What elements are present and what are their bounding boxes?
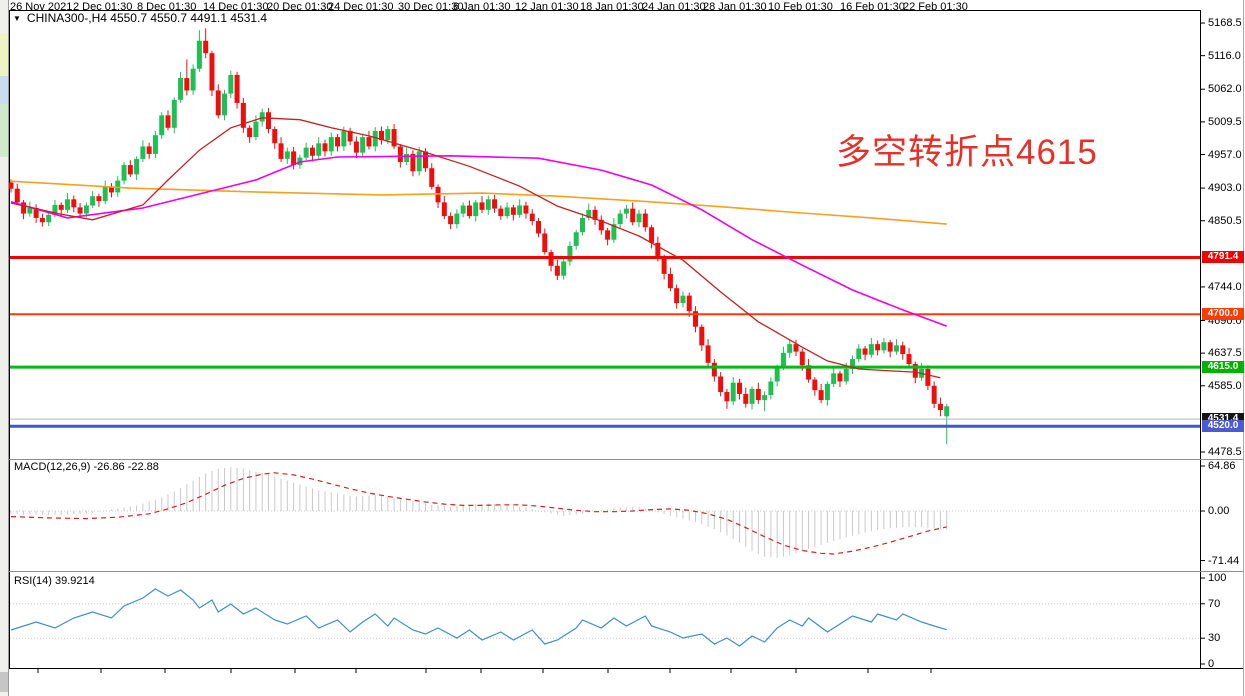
symbol-ohlc-title: CHINA300-,H4 4550.7 4550.7 4491.1 4531.4 [26,11,268,25]
macd-indicator-label: MACD(12,26,9) -26.86 -22.88 [14,461,159,473]
rsi-axis-label: 70 [1208,597,1221,610]
time-axis-label: 24 Jan 01:30 [642,1,706,13]
macd-axis-label: 0.00 [1208,505,1230,517]
time-axis-label: 12 Jan 01:30 [515,1,579,13]
hline-price-tag: 4700.0 [1202,308,1244,321]
time-axis-label: 10 Feb 01:30 [768,1,833,13]
price-axis-label: 4957.0 [1208,148,1242,161]
time-axis-label: 28 Jan 01:30 [703,1,767,13]
price-axis-label: 5009.5 [1208,115,1242,128]
price-axis-label: 4744.0 [1208,280,1242,293]
ma-slow-orange-line [10,180,947,225]
time-axis-label: 20 Dec 01:30 [267,1,333,13]
hline-price-tag: 4615.0 [1202,361,1244,374]
price-axis-label: 4903.0 [1208,182,1242,195]
macd-signal-line [10,472,947,555]
macd-axis-label: 64.86 [1208,460,1236,472]
price-axis-label: 4850.5 [1208,214,1242,227]
background-strip-segment [0,672,8,692]
background-window-strip [0,0,8,696]
time-axis-label: 8 Dec 01:30 [137,1,197,13]
window-edge-divider [8,0,9,696]
time-axis-label: 26 Nov 2021 [10,1,73,13]
price-axis-label: 4478.5 [1208,446,1242,458]
ma-fast-red-line [10,117,941,379]
time-axis-label: 16 Feb 01:30 [840,1,905,13]
symbol-dropdown-icon[interactable]: ▼ [13,13,21,23]
annotation-text[interactable]: 多空转折点4615 [836,133,1098,172]
background-strip-segment [0,76,8,104]
hline-price-tag: 4520.0 [1202,420,1244,433]
candlestick-series [8,28,950,445]
ma-mid-magenta-line [10,154,947,327]
hline-price-tag: 4791.4 [1202,251,1244,264]
rsi-line [10,588,947,647]
time-axis-label: 22 Feb 01:30 [903,1,968,13]
time-axis-label: 24 Dec 01:30 [328,1,394,13]
time-axis-label: 18 Jan 01:30 [580,1,644,13]
rsi-indicator-label: RSI(14) 39.9214 [14,575,95,587]
price-axis-label: 5062.0 [1208,83,1242,96]
macd-axis-label: -71.44 [1208,554,1240,567]
background-strip-segment [0,104,8,157]
rsi-axis-label: 100 [1208,572,1227,584]
price-axis-label: 5116.0 [1208,49,1241,62]
time-axis-label: 30 Dec 01:30 [398,1,464,13]
chart-title-bar: ▼ CHINA300-,H4 4550.7 4550.7 4491.1 4531… [13,11,267,25]
background-strip-segment [0,34,8,76]
macd-histogram [10,467,948,559]
price-axis-label: 4585.0 [1208,379,1242,392]
time-axis-label: 14 Dec 01:30 [203,1,269,13]
rsi-axis-label: 30 [1208,632,1221,645]
price-axis-label: 4637.5 [1208,347,1242,360]
price-axis-label: 5168.5 [1208,17,1242,30]
time-axis-label: 6 Jan 01:30 [453,1,511,13]
rsi-axis-label: 0 [1208,658,1215,670]
time-axis-label: 2 Dec 01:30 [73,1,133,13]
